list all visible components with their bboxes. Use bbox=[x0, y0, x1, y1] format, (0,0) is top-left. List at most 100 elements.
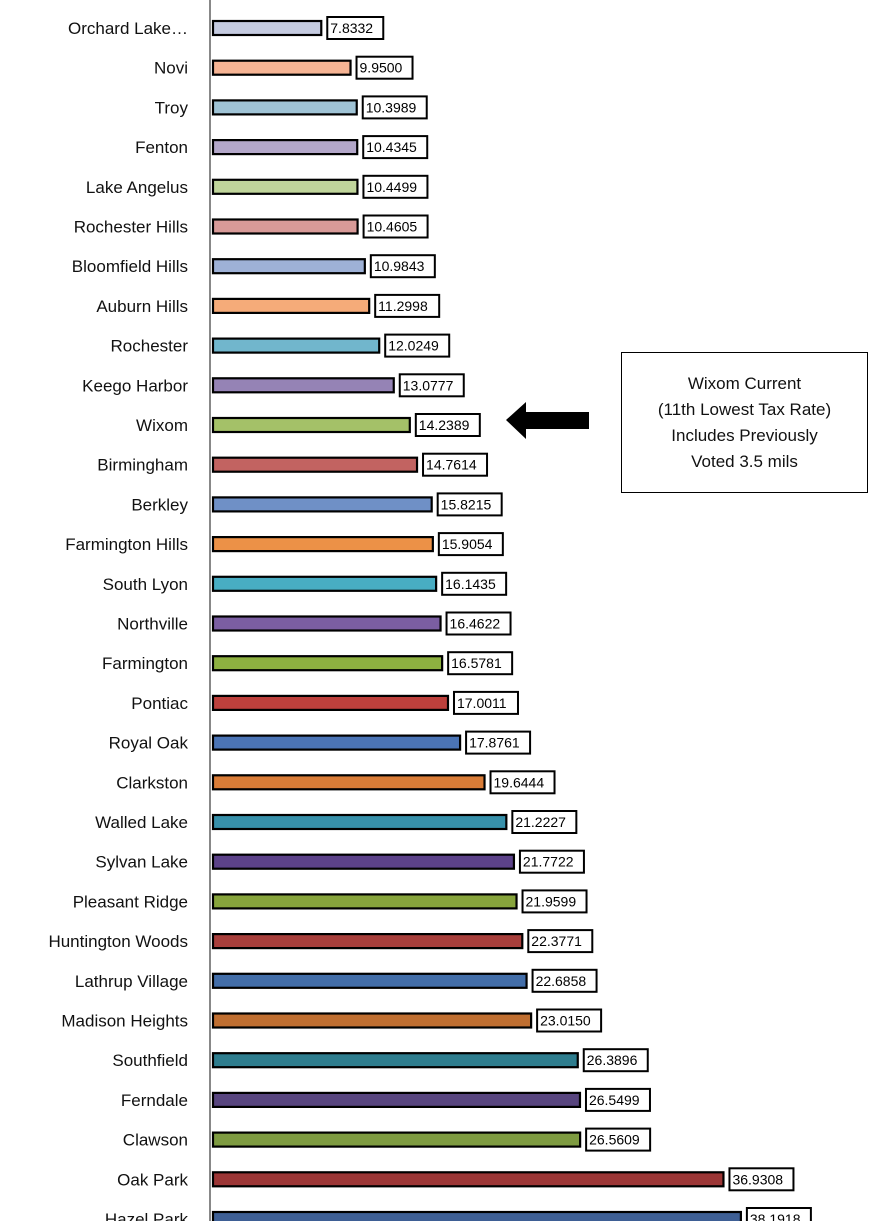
category-label: Novi bbox=[154, 59, 188, 78]
data-label-box bbox=[362, 214, 429, 239]
bar bbox=[211, 932, 524, 950]
data-label: 15.8215 bbox=[441, 496, 492, 512]
callout-line: Voted 3.5 mils bbox=[691, 451, 798, 471]
data-label-box bbox=[582, 1048, 649, 1073]
category-label: Clawson bbox=[123, 1131, 188, 1150]
data-label-box bbox=[355, 55, 414, 80]
wixom-callout-box: Wixom Current (11th Lowest Tax Rate) Inc… bbox=[621, 352, 868, 493]
bar bbox=[211, 258, 366, 275]
data-label: 7.8332 bbox=[330, 20, 373, 36]
bar bbox=[211, 575, 438, 592]
bar bbox=[211, 893, 518, 910]
category-label: Oak Park bbox=[117, 1170, 188, 1189]
category-label: Orchard Lake… bbox=[68, 19, 188, 38]
category-label: Southfield bbox=[112, 1051, 188, 1070]
bar bbox=[211, 535, 434, 553]
bar bbox=[211, 1210, 742, 1221]
bar bbox=[211, 139, 359, 156]
data-label: 14.7614 bbox=[426, 457, 477, 473]
bar bbox=[211, 1171, 725, 1188]
category-label: Rochester Hills bbox=[74, 218, 188, 237]
callout-line: Wixom Current bbox=[687, 373, 802, 393]
category-label: Bloomfield Hills bbox=[72, 257, 188, 276]
callout-line: (11th Lowest Tax Rate) bbox=[657, 399, 832, 419]
category-label: Clarkston bbox=[116, 773, 188, 792]
data-label: 10.4345 bbox=[366, 139, 417, 155]
category-label: Pontiac bbox=[131, 694, 188, 713]
data-label: 36.9308 bbox=[732, 1171, 783, 1187]
category-label: South Lyon bbox=[103, 575, 188, 594]
data-label-box bbox=[527, 929, 594, 954]
data-label: 22.3771 bbox=[531, 933, 582, 949]
category-label: Keego Harbor bbox=[82, 376, 188, 395]
category-label: Wixom bbox=[136, 416, 188, 435]
data-label-box bbox=[441, 571, 508, 596]
data-label-box bbox=[384, 333, 451, 358]
bar bbox=[211, 1012, 533, 1029]
category-label: Auburn Hills bbox=[96, 297, 188, 316]
category-label: Lake Angelus bbox=[86, 178, 188, 197]
data-label-box bbox=[531, 968, 598, 993]
bar bbox=[211, 1052, 579, 1069]
data-label: 16.1435 bbox=[445, 576, 496, 592]
bar bbox=[211, 377, 395, 394]
data-label-box bbox=[445, 611, 512, 636]
bars-layer bbox=[211, 19, 742, 1221]
data-label: 17.8761 bbox=[469, 735, 520, 751]
data-label: 15.9054 bbox=[442, 536, 493, 552]
category-label: Northville bbox=[117, 615, 188, 634]
data-label-box bbox=[447, 651, 514, 676]
bar bbox=[211, 496, 433, 513]
category-label: Ferndale bbox=[121, 1091, 188, 1110]
data-label: 21.2227 bbox=[515, 814, 566, 830]
data-label: 23.0150 bbox=[540, 1013, 591, 1029]
data-label: 13.0777 bbox=[403, 377, 454, 393]
data-label: 19.6444 bbox=[494, 774, 545, 790]
category-label: Royal Oak bbox=[109, 734, 189, 753]
bar bbox=[211, 853, 516, 870]
bar bbox=[211, 218, 359, 235]
data-label-box bbox=[489, 770, 556, 795]
data-label: 26.3896 bbox=[587, 1052, 638, 1068]
category-label: Hazel Park bbox=[105, 1210, 189, 1221]
bar bbox=[211, 99, 358, 116]
data-label: 38.1918 bbox=[750, 1211, 801, 1221]
data-label: 21.7722 bbox=[523, 854, 574, 870]
category-label: Lathrup Village bbox=[75, 972, 188, 991]
bar bbox=[211, 1091, 582, 1109]
category-label: Fenton bbox=[135, 138, 188, 157]
bar bbox=[211, 19, 323, 37]
data-label: 10.4605 bbox=[367, 219, 418, 235]
bar bbox=[211, 59, 352, 76]
data-label: 16.4622 bbox=[450, 616, 501, 632]
data-label: 26.5609 bbox=[589, 1132, 640, 1148]
bar bbox=[211, 297, 371, 314]
category-label: Madison Heights bbox=[61, 1012, 188, 1031]
bar bbox=[211, 813, 508, 831]
data-label-box bbox=[452, 690, 519, 715]
data-label-box bbox=[422, 452, 489, 477]
category-label: Farmington Hills bbox=[65, 535, 188, 554]
category-label: Farmington bbox=[102, 654, 188, 673]
category-label: Sylvan Lake bbox=[95, 853, 188, 872]
data-label-box bbox=[585, 1127, 652, 1152]
category-label: Berkley bbox=[131, 495, 188, 514]
callout-line: Includes Previously bbox=[671, 425, 818, 445]
bar bbox=[211, 416, 411, 434]
bar bbox=[211, 1131, 582, 1148]
data-label-box bbox=[436, 492, 503, 517]
data-label: 14.2389 bbox=[419, 417, 470, 433]
data-label-box bbox=[536, 1008, 603, 1033]
bar bbox=[211, 337, 381, 354]
data-label-box bbox=[326, 16, 385, 40]
bar bbox=[211, 456, 419, 473]
data-label-box bbox=[511, 810, 578, 834]
callout-arrow-icon bbox=[506, 402, 589, 439]
data-label-box bbox=[728, 1167, 795, 1192]
data-label-box bbox=[414, 413, 481, 437]
data-label-box bbox=[361, 95, 428, 120]
data-label-box bbox=[374, 293, 441, 318]
data-label: 11.2998 bbox=[378, 298, 428, 314]
data-label: 16.5781 bbox=[451, 655, 502, 671]
